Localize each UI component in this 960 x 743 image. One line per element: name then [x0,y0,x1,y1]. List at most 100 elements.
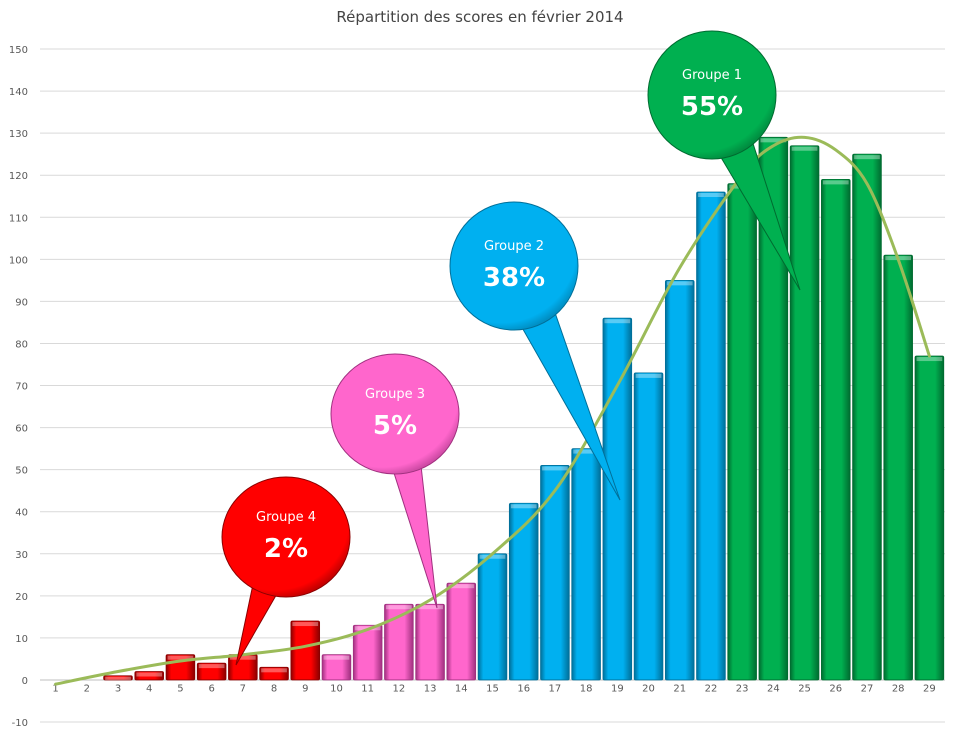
bar-24 [758,136,789,681]
callout-percent: 5% [373,411,417,441]
bar-highlight [105,676,131,680]
bar-highlight [854,155,880,160]
callout-group-2: Groupe 2 38% [449,201,621,501]
bar-28 [883,254,913,681]
bar-highlight [542,466,568,471]
trend-line [54,135,931,686]
bar-3 [103,675,133,681]
bar-highlight [698,193,724,198]
bar-highlight [666,281,693,286]
bar-10 [321,654,352,681]
x-tick-label: 26 [829,684,842,695]
group-callouts: Groupe 1 55% Groupe 2 38% Groupe 3 5% Groupe 4… [221,30,801,666]
y-tick-label: 0 [22,676,28,687]
x-tick-label: 5 [177,684,183,695]
bar-15 [477,553,508,681]
x-tick-label: 29 [923,684,936,695]
y-tick-label: 60 [15,424,28,435]
bar-highlight [417,605,443,610]
y-tick-label: 150 [9,45,28,56]
bar-23 [727,183,757,681]
x-tick-label: 2 [84,684,90,695]
bar-highlight [198,664,225,669]
bar-highlight [386,605,412,610]
bar-highlight [604,319,631,324]
bar-4 [134,671,164,681]
bar-highlight [510,504,537,509]
x-tick-label: 17 [549,684,562,695]
chart-title: Répartition des scores en février 2014 [336,8,624,26]
callout-group-3: Groupe 3 5% [330,353,460,609]
x-tick-label: 24 [767,684,780,695]
bar-11 [352,624,383,681]
x-tick-label: 23 [736,684,749,695]
bar-17 [540,465,570,681]
y-tick-label: 40 [15,508,28,519]
callout-label: Groupe 2 [484,239,544,254]
bar-19 [602,317,633,681]
x-tick-label: 8 [271,684,277,695]
trend-curve [54,135,931,686]
bar-highlight [136,672,163,677]
bar-highlight [822,180,849,185]
bar-highlight [292,622,319,627]
x-tick-label: 1 [52,684,58,695]
x-tick-label: 13 [424,684,437,695]
bar-highlight [229,655,256,660]
bar-25 [789,145,820,681]
callout-percent: 55% [681,92,743,122]
x-tick-label: 22 [705,684,718,695]
x-tick-labels: 1 2 3 4 5 6 7 8 9 10 11 12 13 14 15 16 17 18 19 20 21 22 23 24 2… [52,684,935,695]
y-tick-label: 70 [15,382,28,393]
x-tick-label: 18 [580,684,593,695]
y-tick-labels: -10 0 10 20 30 40 50 60 70 80 90 100 110 120 130 140 150 [9,45,28,729]
x-tick-label: 11 [361,684,374,695]
x-tick-label: 4 [146,684,152,695]
x-tick-label: 6 [208,684,214,695]
x-tick-label: 27 [861,684,874,695]
y-tick-label: 110 [9,213,28,224]
bar-13 [415,603,445,681]
x-tick-label: 16 [517,684,530,695]
bars [103,136,945,681]
x-tick-label: 21 [673,684,686,695]
bar-27 [852,153,882,681]
x-tick-label: 15 [486,684,499,695]
bar-highlight [791,146,818,151]
callout-label: Groupe 4 [256,510,316,525]
callout-label: Groupe 3 [365,387,425,402]
bar-highlight [167,655,194,660]
bar-highlight [323,655,350,660]
bar-8 [259,666,289,681]
y-tick-label: 80 [15,339,28,350]
y-tick-label: 140 [9,87,28,98]
bar-12 [384,603,414,681]
bar-highlight [479,554,506,559]
x-tick-label: 20 [642,684,655,695]
bar-26 [821,178,851,681]
bar-highlight [448,584,475,589]
y-tick-label: 120 [9,171,28,182]
bar-16 [508,502,539,681]
callout-group-4: Groupe 4 2% [221,476,351,666]
bar-14 [446,582,477,681]
y-tick-label: 100 [9,255,28,266]
x-tick-label: 9 [302,684,308,695]
callout-label: Groupe 1 [682,68,742,83]
bar-highlight [261,668,287,673]
callout-percent: 2% [264,534,308,564]
x-tick-label: 14 [455,684,468,695]
bar-21 [664,279,695,681]
y-tick-label: 90 [15,297,28,308]
bar-18 [571,448,601,681]
x-tick-label: 19 [611,684,624,695]
x-tick-label: 25 [798,684,811,695]
bar-22 [696,191,726,681]
x-tick-label: 3 [115,684,121,695]
y-tick-label: -10 [12,718,28,729]
x-tick-label: 12 [393,684,406,695]
bar-highlight [635,373,662,378]
y-tick-label: 50 [15,466,28,477]
